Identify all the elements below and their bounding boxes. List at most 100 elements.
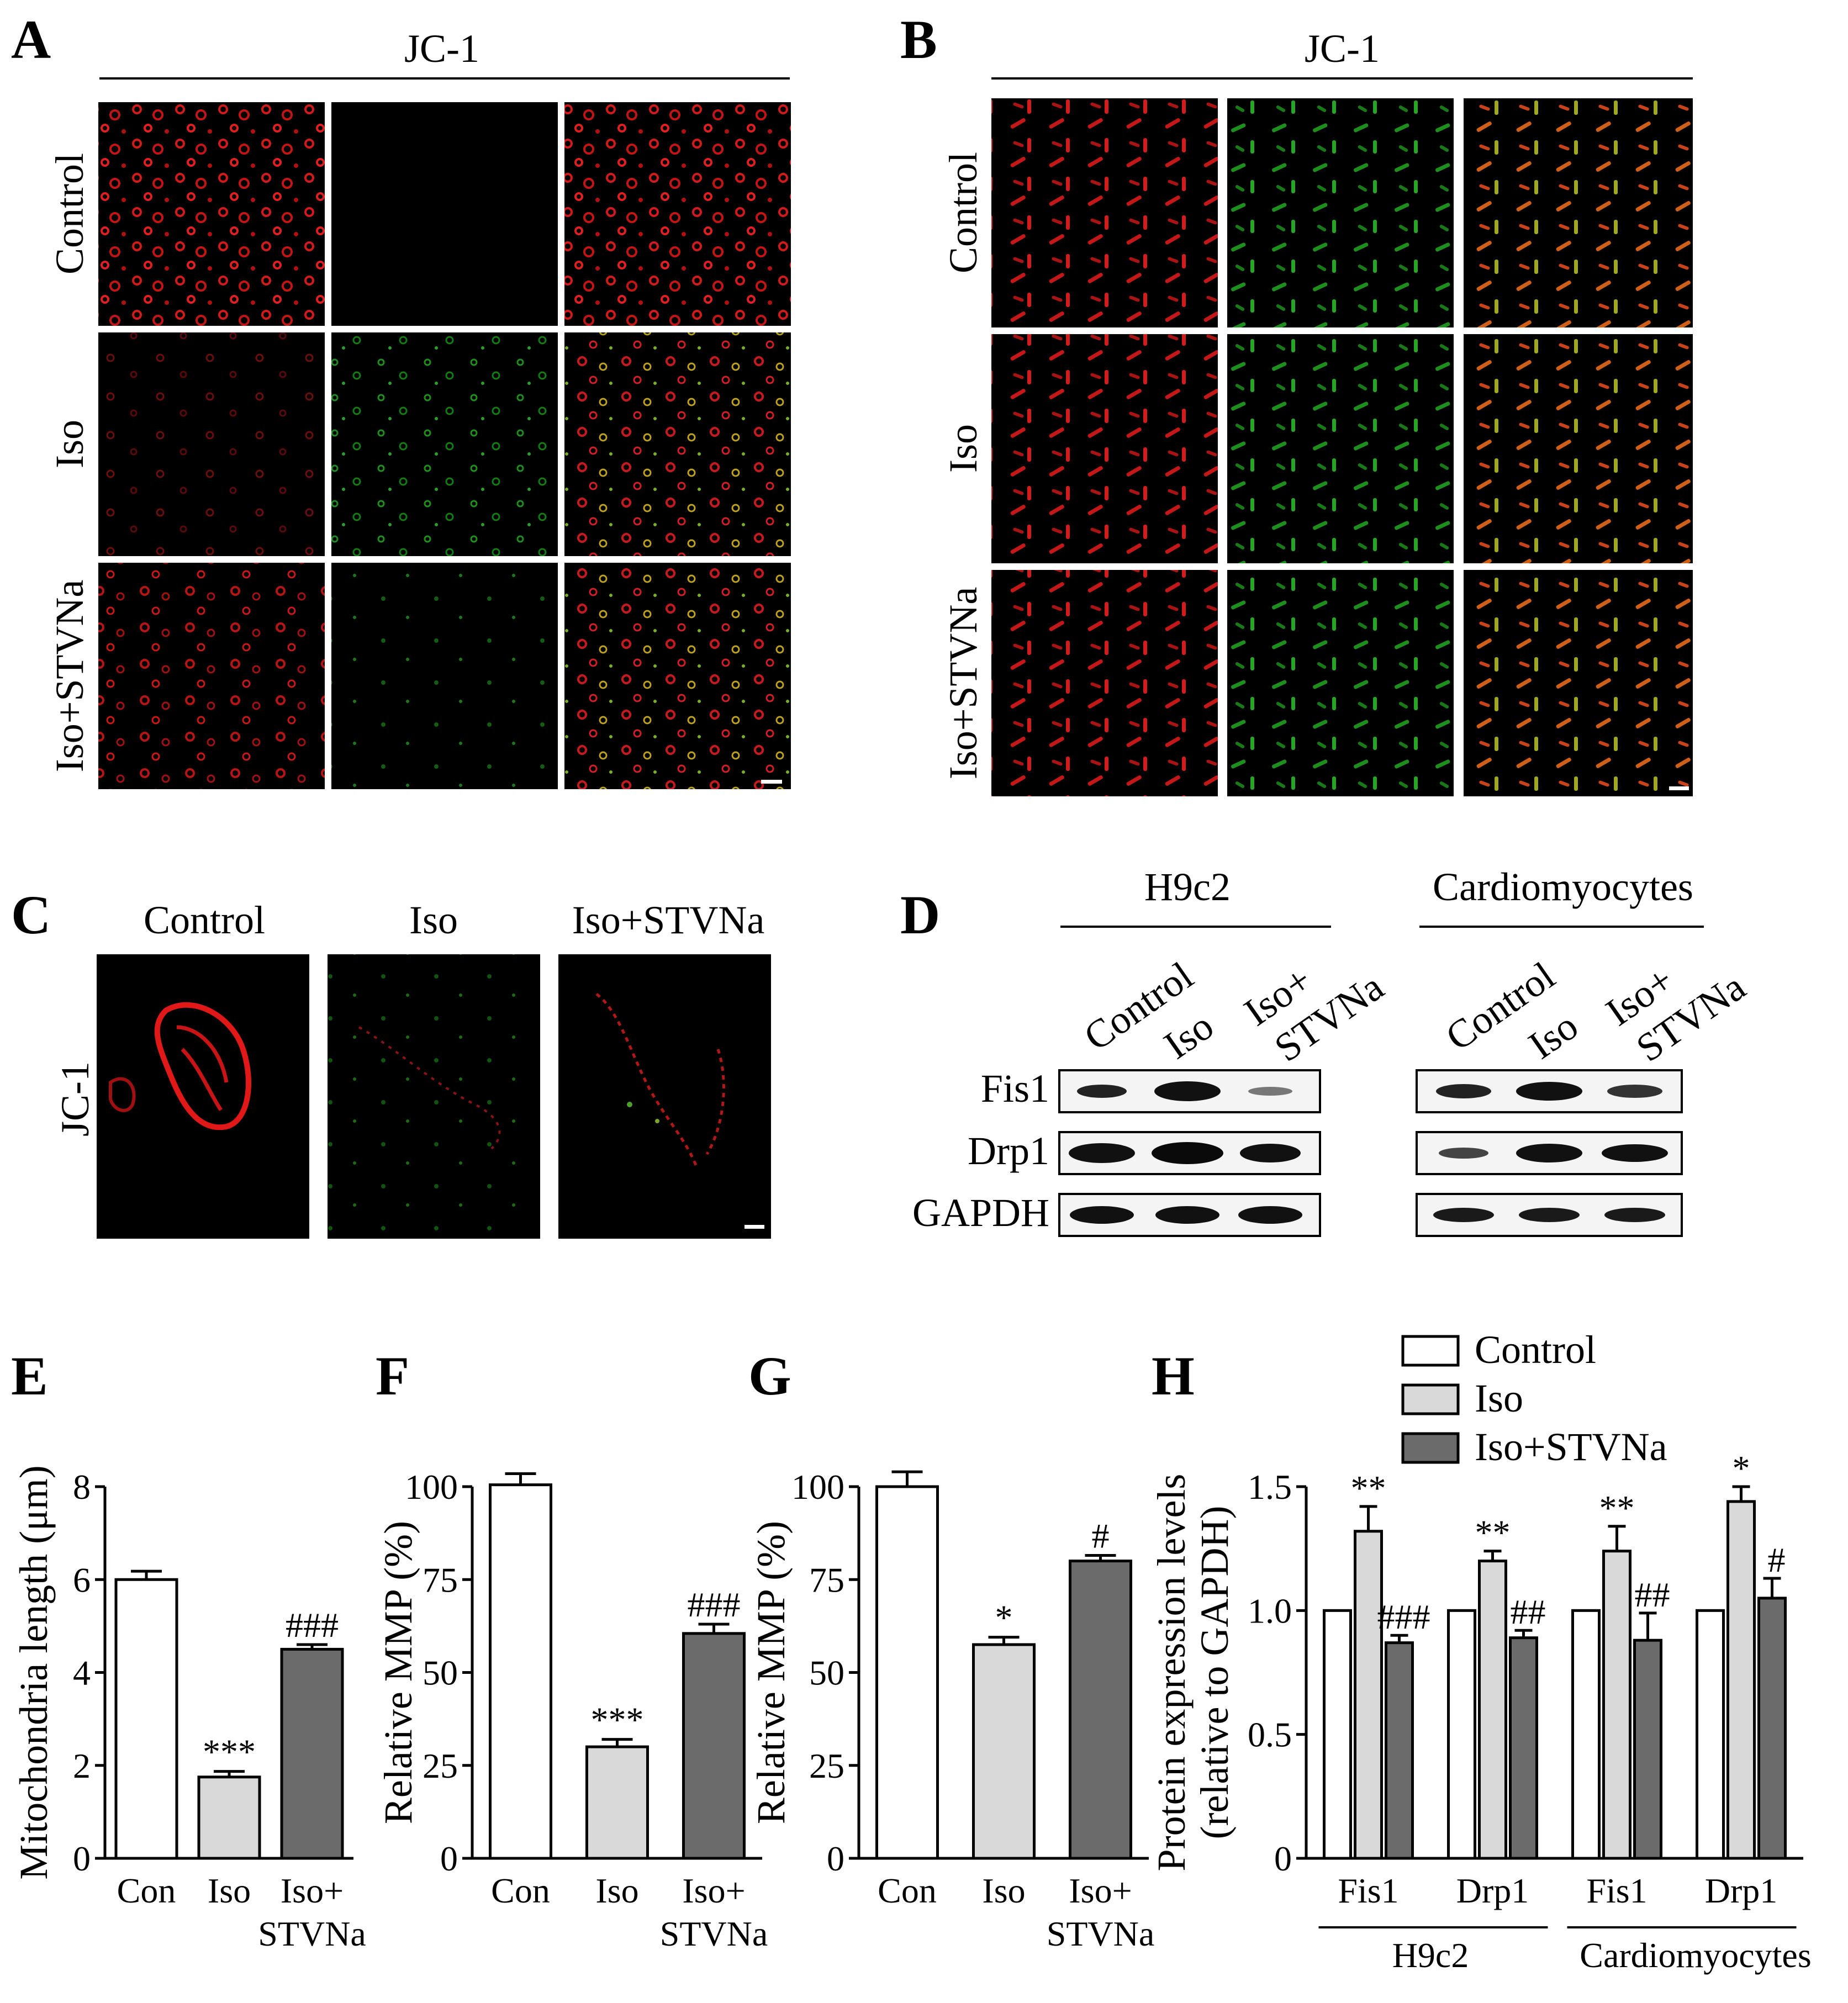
y-tick-label: 4 [73,1653,91,1693]
panel-label-a: A [11,9,51,70]
y-tick-label: 0 [827,1839,844,1878]
x-tick-label: Fis1 [1586,1871,1647,1910]
bar [875,1485,939,1860]
micrograph-a-stvna-merge [564,563,791,789]
x-tick-label: STVNa [1047,1914,1155,1953]
panel-label-d: D [900,884,940,945]
legend-label: Control [1475,1328,1596,1372]
significance-marker: # [1092,1516,1110,1556]
bar [197,1775,261,1860]
blot-label-drp1: Drp1 [968,1129,1049,1173]
panel-f: F 0 25 50 75 100 Con *** Iso ### Iso+ STVNa Relativ… [376,1345,768,1953]
x-tick-label: Iso+ [682,1871,745,1910]
panel-a: A JC-1 Control Iso Iso+STVNa [11,9,791,789]
x-tick-label: STVNa [660,1914,768,1953]
significance-marker: # [1768,1540,1786,1579]
panel-h: H 0 0.5 1.0 1.5 ** ### Fis1 ** ## Drp1 ** ## Fis1 * # D… [1149,1328,1812,1975]
micrograph-a-control-red [98,102,325,326]
significance-marker: * [1733,1449,1750,1488]
col-label-c-iso: Iso [409,898,458,942]
row-label-b-iso: Iso [941,424,985,473]
blot-label-fis1: Fis1 [981,1066,1049,1111]
x-tick-label: Drp1 [1705,1871,1778,1910]
y-tick-label: 100 [791,1467,844,1507]
micrograph-a-control-green [331,102,558,326]
x-tick-label: Con [117,1871,176,1910]
significance-marker: ## [1635,1575,1670,1614]
significance-marker: ### [1377,1597,1430,1636]
x-group-label: H9c2 [1392,1936,1469,1975]
bar [280,1647,344,1860]
panel-label-f: F [376,1345,409,1407]
legend-label: Iso [1475,1376,1523,1420]
panel-c: C Control Iso Iso+STVNa JC-1 [11,884,771,1239]
panel-a-header: JC-1 [404,27,479,71]
panel-label-c: C [11,884,51,945]
panel-label-g: G [748,1345,791,1407]
panel-label-h: H [1152,1345,1195,1407]
significance-marker: ### [286,1605,339,1645]
micrograph-a-iso-green [331,332,558,556]
row-label-b-stvna: Iso+STVNa [941,587,985,780]
col-label-c-control: Control [144,898,265,942]
y-tick-label: 25 [809,1746,844,1785]
micrograph-c-stvna [558,954,771,1239]
bar [1633,1639,1662,1860]
y-tick-label: 75 [423,1560,458,1599]
x-tick-label: Drp1 [1456,1871,1529,1910]
x-tick-label: Iso+ [1069,1871,1132,1910]
micrograph-b-stvna-green [1227,570,1454,796]
bar [1385,1641,1414,1860]
x-tick-label: Iso [982,1871,1025,1910]
panel-d: D H9c2 Cardiomyocytes Control Iso Iso+ S… [900,865,1753,1237]
scale-bar [745,1225,764,1229]
group-label-h9c2: H9c2 [1144,865,1231,909]
x-tick-label: Con [491,1871,550,1910]
scale-bar [1669,786,1689,790]
col-label-c-stvna: Iso+STVNa [572,898,765,942]
micrograph-b-control-merge [1464,98,1693,327]
significance-marker: ** [1599,1488,1635,1528]
y-tick-label: 0.5 [1248,1715,1292,1754]
panel-label-e: E [11,1345,48,1407]
panel-b-header: JC-1 [1305,27,1380,71]
bar [1726,1500,1756,1860]
bar [1757,1597,1787,1860]
micrograph-a-iso-red [98,332,325,556]
lane-label-cm-iso: Iso [1520,1003,1586,1067]
row-label-a-iso: Iso [47,420,92,468]
bar [585,1745,649,1860]
micrograph-a-control-merge [564,102,791,326]
y-axis-title: Relative MMP (%) [376,1521,420,1824]
chart-g: 0 25 50 75 100 Con * Iso # Iso+ STVNa Relative MMP … [749,1467,1154,1953]
blot-label-gapdh: GAPDH [912,1191,1049,1235]
significance-marker: *** [203,1732,256,1772]
group-label-cardiomyocytes: Cardiomyocytes [1433,865,1693,909]
micrograph-b-control-red [991,98,1218,327]
bar [1478,1560,1507,1860]
row-label-a-control: Control [47,153,92,274]
y-tick-label: 8 [73,1467,91,1507]
legend-swatch [1401,1383,1460,1415]
bar [1571,1609,1601,1860]
y-tick-label: 50 [423,1653,458,1693]
y-axis-title: Mitochondria length (μm) [12,1465,56,1879]
legend-swatch [1401,1335,1460,1367]
micrograph-b-iso-green [1227,334,1454,563]
bar [1069,1560,1132,1860]
chart-f: 0 25 50 75 100 Con *** Iso ### Iso+ STVNa Relative … [376,1467,768,1953]
panel-e: E 0 2 4 6 8 Con *** Iso ### Iso+ STVNa Mitochondria… [11,1345,366,1953]
y-tick-label: 75 [809,1560,844,1599]
chart-h: 0 0.5 1.0 1.5 ** ### Fis1 ** ## Drp1 ** ## Fis1 * # Drp… [1149,1328,1812,1975]
y-tick-label: 50 [809,1653,844,1693]
row-label-b-control: Control [941,152,985,273]
chart-e: 0 2 4 6 8 Con *** Iso ### Iso+ STVNa Mitochondria l… [12,1465,366,1953]
significance-marker: ## [1511,1592,1546,1631]
micrograph-b-stvna-red [991,570,1218,796]
y-tick-label: 1.5 [1248,1467,1292,1507]
bar [1323,1609,1352,1860]
y-tick-label: 100 [405,1467,458,1507]
legend-label: Iso+STVNa [1475,1425,1667,1469]
panel-b: B JC-1 Control Iso Iso+STVNa [900,9,1693,796]
